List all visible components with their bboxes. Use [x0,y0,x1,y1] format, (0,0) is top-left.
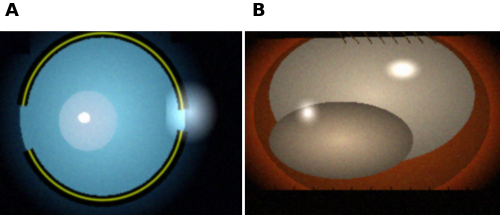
Text: A: A [5,2,19,20]
Text: B: B [251,2,264,20]
